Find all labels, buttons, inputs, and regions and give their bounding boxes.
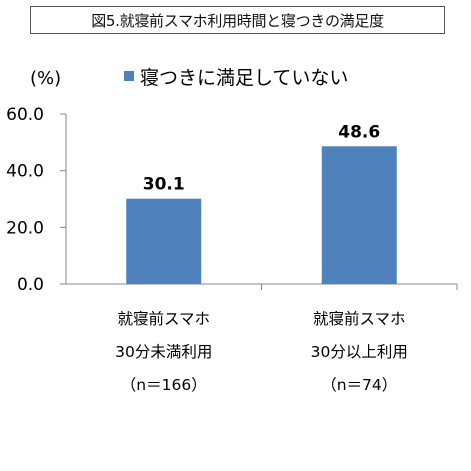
legend: 寝つきに満足していない <box>124 67 348 89</box>
category-label-line: 就寝前スマホ <box>313 309 406 328</box>
category-label-line: 就寝前スマホ <box>117 309 210 328</box>
data-label: 30.1 <box>143 175 185 195</box>
y-tick-label: 40.0 <box>6 162 44 182</box>
y-tick-label: 0.0 <box>17 275 44 295</box>
labels: 30.1 就寝前スマホ 30分未満利用 （n＝166） 48.6 就寝前スマホ 30分以上利… <box>115 122 408 394</box>
data-label: 48.6 <box>338 122 380 142</box>
category-label-line: （n＝166） <box>121 376 207 394</box>
category-label-line: 30分未満利用 <box>115 343 212 361</box>
y-tick-label: 20.0 <box>6 218 44 238</box>
bars <box>126 146 397 284</box>
legend-swatch <box>124 71 134 81</box>
category-label-line: （n＝74） <box>321 376 397 394</box>
legend-label: 寝つきに満足していない <box>140 67 348 89</box>
axes: 0.0 20.0 40.0 60.0 <box>6 105 458 295</box>
bar <box>321 146 397 284</box>
category-label-line: 30分以上利用 <box>311 343 408 361</box>
unit-label: (%) <box>30 68 61 89</box>
y-tick-label: 60.0 <box>6 105 44 125</box>
chart-title-text: 図5.就寝前スマホ利用時間と寝つきの満足度 <box>91 11 384 30</box>
chart-title: 図5.就寝前スマホ利用時間と寝つきの満足度 <box>30 6 445 34</box>
bar <box>126 198 202 284</box>
